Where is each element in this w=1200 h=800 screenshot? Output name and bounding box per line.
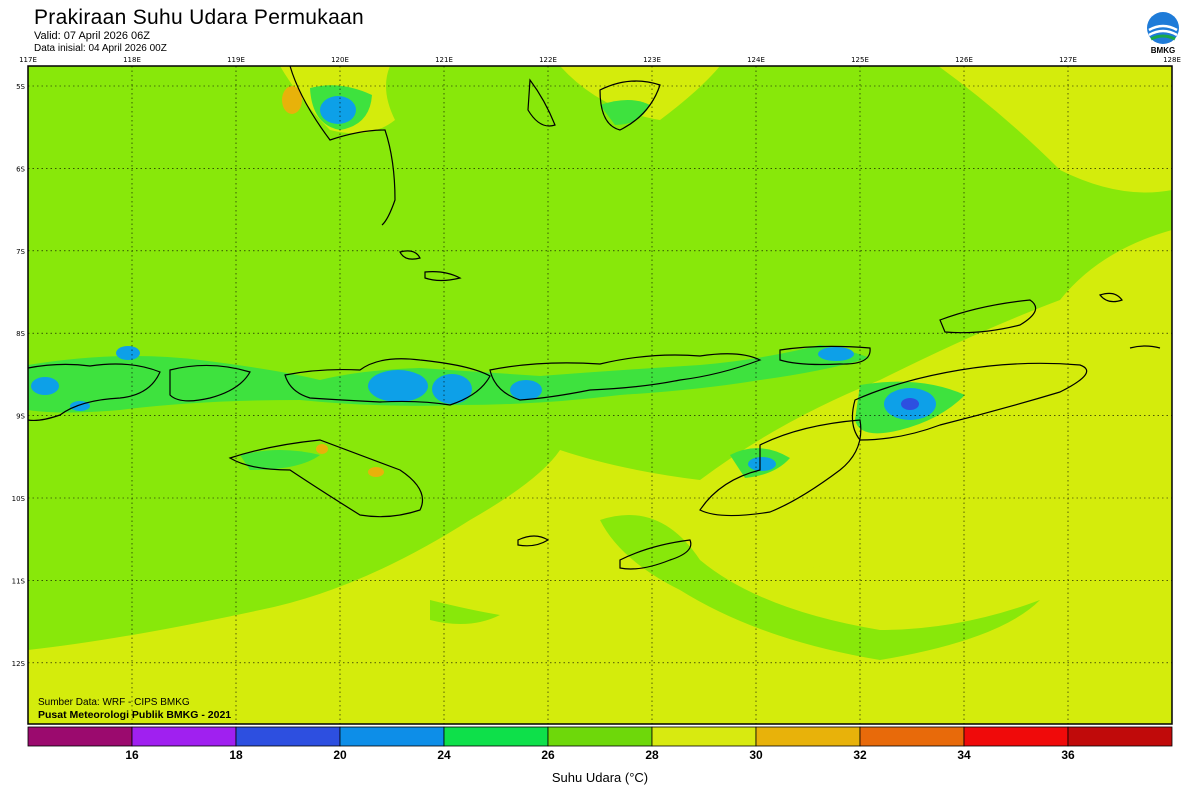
colorbar-segment	[963, 726, 1069, 747]
colorbar-tick-label: 16	[125, 748, 139, 762]
lon-label: 126E	[955, 56, 973, 64]
colorbar-tick-label: 18	[229, 748, 243, 762]
mild-patch	[430, 600, 500, 624]
colorbar-segment	[1067, 726, 1173, 747]
colorbar-tick-label: 20	[333, 748, 347, 762]
coastline-alor	[779, 345, 871, 366]
warm-spot-sulawesi	[282, 86, 302, 114]
coastline-sulawesi	[289, 66, 396, 226]
cold-core-sumbawa-west	[368, 370, 428, 402]
map-frame	[27, 65, 1173, 725]
valid-time: Valid: 07 April 2026 06Z	[34, 30, 150, 42]
cold-core-flores-west	[510, 380, 542, 400]
bmkg-logo: BMKG	[1143, 10, 1183, 58]
lat-label: 11S	[12, 577, 26, 585]
lon-label: 125E	[851, 56, 869, 64]
coastline-lombok	[169, 364, 251, 402]
colorbar-tick-label: 26	[541, 748, 555, 762]
warm-spot-sumba-north	[316, 444, 328, 454]
colorbar-title: Suhu Udara (°C)	[551, 770, 649, 785]
colorbar-tick-label: 36	[1061, 748, 1075, 762]
colorbar-segment	[547, 726, 653, 747]
lon-label: 120E	[331, 56, 349, 64]
cold-core-bali	[31, 377, 59, 395]
map-grid	[28, 66, 1172, 724]
cold-core-sulawesi	[320, 96, 356, 124]
map-axis-labels: 117E 118E 119E 120E 121E 122E 123E 124E 125E 126E…	[12, 56, 1181, 668]
lon-label: 127E	[1059, 56, 1077, 64]
lon-label: 119E	[227, 56, 245, 64]
coastline-timor	[851, 362, 1088, 441]
coastlines	[28, 66, 1161, 570]
coldest-core-timor	[901, 398, 919, 410]
colorbar-segment	[131, 726, 237, 747]
lon-label: 121E	[435, 56, 453, 64]
colorbar-segment	[651, 726, 757, 747]
map-title: Prakiraan Suhu Udara Permukaan	[34, 6, 365, 29]
cold-core-alor	[818, 347, 854, 361]
coastline-sumba	[228, 439, 424, 518]
colorbar-segment	[339, 726, 445, 747]
coastline-islet-3	[1098, 292, 1123, 303]
mild-zone-savu	[600, 515, 1040, 660]
cold-core-lombok	[116, 346, 140, 360]
cool-zone-sumba	[240, 450, 320, 470]
init-time: Data inisial: 04 April 2026 00Z	[34, 43, 167, 54]
cold-core-timor-west	[748, 457, 776, 471]
lat-label: 10S	[12, 495, 26, 503]
coastline-timor-west	[699, 419, 862, 517]
warm-zone-northeast	[938, 66, 1172, 193]
lon-label: 123E	[643, 56, 661, 64]
bmkg-logo-label: BMKG	[1150, 46, 1176, 55]
colorbar-tick-label: 30	[749, 748, 763, 762]
lon-label: 124E	[747, 56, 765, 64]
lat-label: 12S	[12, 660, 26, 668]
coastline-rote	[619, 539, 692, 570]
colorbar-tick-label: 32	[853, 748, 867, 762]
coastline-buton	[599, 80, 661, 131]
coastline-muna	[527, 78, 556, 127]
coastline-bali	[28, 363, 161, 422]
coastline-sumbawa	[284, 358, 491, 406]
lon-label: 117E	[19, 56, 37, 64]
lon-label: 118E	[123, 56, 141, 64]
colorbar-segment	[443, 726, 549, 747]
colorbar-tick-label: 28	[645, 748, 659, 762]
coastline-wetar	[939, 299, 1037, 334]
colorbar-segment	[859, 726, 965, 747]
coastline-savu	[517, 535, 550, 547]
producer-credit: Pusat Meteorologi Publik BMKG - 2021	[38, 709, 232, 721]
coastline-islet-1	[399, 250, 421, 260]
colorbar-segment	[27, 726, 133, 747]
lat-label: 8S	[16, 330, 25, 338]
coastline-flores	[489, 353, 762, 401]
data-source-credit: Sumber Data: WRF - CIPS BMKG	[38, 697, 190, 708]
lat-label: 6S	[16, 165, 25, 173]
warm-spot-sumba	[368, 467, 384, 477]
cold-core-sumbawa-east	[432, 374, 472, 404]
colorbar-segment	[235, 726, 341, 747]
lat-label: 7S	[16, 248, 25, 256]
lon-label: 128E	[1163, 56, 1181, 64]
coastline-islet-4	[1129, 345, 1161, 349]
lon-label: 122E	[539, 56, 557, 64]
warm-zone-north	[560, 66, 720, 120]
coastline-islet-2	[424, 271, 462, 282]
colorbar-tick-label: 34	[957, 748, 971, 762]
lat-label: 9S	[16, 413, 25, 421]
temperature-field	[28, 66, 1172, 724]
lat-label: 5S	[16, 83, 25, 91]
bmkg-logo-icon	[1147, 12, 1179, 44]
colorbar-tick-label: 24	[437, 748, 451, 762]
colorbar-segment	[755, 726, 861, 747]
